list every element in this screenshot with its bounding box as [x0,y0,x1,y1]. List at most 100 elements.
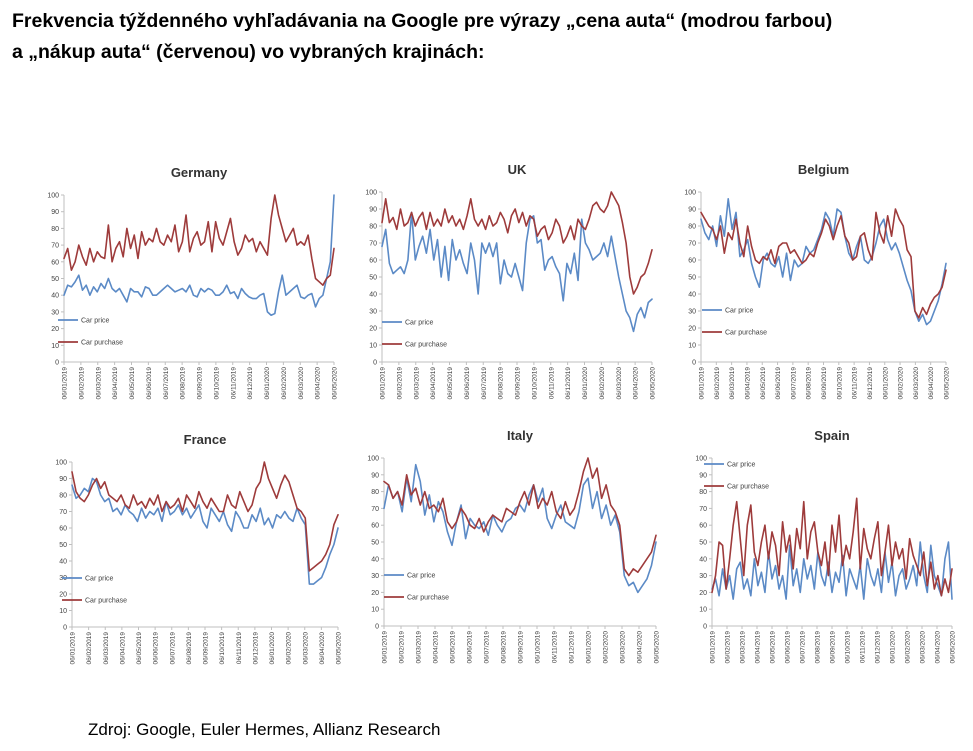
spain-x-tick-label: 06/11/2019 [860,631,867,663]
belgium-x-tick-label: 06/04/2020 [928,367,935,400]
belgium-x-tick-label: 06/07/2019 [790,367,797,400]
belgium-y-tick-label: 80 [688,224,696,231]
uk-x-tick-label: 06/10/2019 [531,367,538,400]
france-x-tick-label: 06/03/2019 [103,632,110,665]
france-y-tick-label: 70 [59,509,67,516]
italy-x-tick-label: 06/04/2020 [637,631,644,664]
italy-x-tick-label: 06/10/2019 [535,631,542,664]
spain-series-car-price [711,541,953,600]
belgium-y-tick-label: 70 [688,241,696,248]
spain-y-tick-label: 100 [695,456,707,463]
belgium-y-tick-label: 100 [684,190,696,197]
germany-x-tick-label: 06/12/2019 [247,367,254,400]
france-x-tick-label: 06/12/2019 [252,632,259,665]
spain-x-tick-label: 06/06/2019 [785,631,792,664]
spain-x-tick-label: 06/12/2019 [875,631,882,664]
germany-y-tick-label: 100 [47,193,59,200]
italy-x-tick-label: 06/03/2019 [416,631,423,664]
italy-y-tick-label: 40 [371,556,379,563]
spain-y-tick-label: 0 [703,624,707,631]
germany-y-tick-label: 30 [51,309,59,316]
italy-x-tick-label: 06/11/2019 [552,631,559,663]
france-x-tick-label: 06/01/2019 [70,632,77,665]
uk-x-tick-label: 06/02/2019 [396,367,403,400]
spain-x-tick-label: 06/01/2020 [890,631,897,664]
uk-y-tick-label: 100 [365,190,377,197]
uk-y-tick-label: 20 [369,326,377,333]
france-y-tick-label: 90 [59,476,67,483]
italy-x-tick-label: 06/07/2019 [484,631,491,664]
uk-y-tick-label: 0 [373,360,377,367]
germany-x-tick-label: 06/05/2019 [129,367,136,400]
belgium-x-tick-label: 06/10/2019 [836,367,843,400]
germany-y-tick-label: 80 [51,226,59,233]
belgium-x-tick-label: 06/05/2020 [944,367,951,400]
chart-panel-italy: Italy 0 10 20 30 40 50 60 70 80 90 100 06/01/2019 06/… [354,420,660,700]
spain-legend-label-car-purchase: Car purchase [727,484,769,491]
belgium-x-tick-label: 06/09/2019 [821,367,828,400]
uk-y-tick-label: 90 [369,207,377,214]
source-note: Zdroj: Google, Euler Hermes, Allianz Res… [88,720,441,739]
italy-y-tick-label: 50 [371,540,379,547]
chart-germany: Germany 0 10 20 30 40 50 60 70 80 90 100 06/01/2019 0… [47,165,338,400]
belgium-series-car-price [700,197,947,326]
uk-y-tick-label: 80 [369,224,377,231]
uk-chart-title: UK [508,162,527,177]
uk-x-tick-label: 06/07/2019 [481,367,488,400]
italy-x-tick-label: 06/12/2019 [569,631,576,664]
uk-x-tick-label: 06/04/2020 [633,367,640,400]
spain-y-tick-label: 20 [699,590,707,597]
spain-x-tick-label: 06/03/2020 [920,631,927,664]
spain-x-tick-label: 06/04/2019 [755,631,762,664]
spain-y-tick-label: 30 [699,573,707,580]
spain-x-tick-label: 06/05/2019 [770,631,777,664]
belgium-x-tick-label: 06/02/2020 [898,367,905,400]
italy-x-tick-label: 06/04/2019 [433,631,440,664]
italy-x-tick-label: 06/03/2020 [620,631,627,664]
italy-y-tick-label: 20 [371,590,379,597]
germany-x-tick-label: 06/09/2019 [197,367,204,400]
france-x-tick-label: 06/11/2019 [236,632,243,664]
spain-x-tick-label: 06/01/2019 [710,631,717,664]
germany-x-tick-label: 06/03/2020 [298,367,305,400]
germany-legend-label-car-purchase: Car purchase [81,340,123,347]
italy-chart-title: Italy [507,428,534,443]
italy-y-tick-label: 80 [371,489,379,496]
spain-y-tick-label: 90 [699,472,707,479]
belgium-x-tick-label: 06/05/2019 [760,367,767,400]
belgium-x-tick-label: 06/02/2019 [714,367,721,400]
belgium-x-tick-label: 06/06/2019 [775,367,782,400]
chart-spain: Spain 0 10 20 30 40 50 60 70 80 90 100 06/01/2019 06/… [695,428,956,664]
page-title-line-1: Frekvencia týždenného vyhľadávania na Go… [12,10,833,32]
uk-legend-label-car-purchase: Car purchase [405,342,447,349]
belgium-x-tick-label: 06/04/2019 [744,367,751,400]
spain-y-tick-label: 50 [699,540,707,547]
italy-x-tick-label: 06/09/2019 [518,631,525,664]
germany-y-tick-label: 60 [51,259,59,266]
france-x-tick-label: 06/04/2019 [119,632,126,665]
germany-x-tick-label: 06/04/2019 [112,367,119,400]
uk-y-tick-label: 70 [369,241,377,248]
chart-panel-germany: Germany 0 10 20 30 40 50 60 70 80 90 100 06/01/2019 0… [34,150,340,420]
germany-series-car-price [63,194,335,317]
belgium-y-tick-label: 30 [688,309,696,316]
belgium-y-tick-label: 90 [688,207,696,214]
france-x-tick-label: 06/02/2019 [86,632,93,665]
uk-x-tick-label: 06/09/2019 [515,367,522,400]
uk-series-car-price [381,211,653,333]
france-y-tick-label: 40 [59,559,67,566]
germany-y-tick-label: 90 [51,209,59,216]
germany-x-tick-label: 06/01/2020 [264,367,271,400]
belgium-y-tick-label: 10 [688,343,696,350]
belgium-x-tick-label: 06/08/2019 [806,367,813,400]
uk-series-car-purchase [381,191,653,295]
uk-x-tick-label: 06/02/2020 [599,367,606,400]
uk-x-tick-label: 06/05/2019 [447,367,454,400]
uk-x-tick-label: 06/01/2019 [380,367,387,400]
italy-legend-label-car-price: Car price [407,573,436,580]
france-series-car-purchase [71,461,339,572]
page-title: Frekvencia týždenného vyhľadávania na Go… [12,6,967,68]
france-x-tick-label: 06/01/2020 [269,632,276,665]
germany-legend-label-car-price: Car price [81,318,110,325]
france-series-car-price [71,477,339,585]
